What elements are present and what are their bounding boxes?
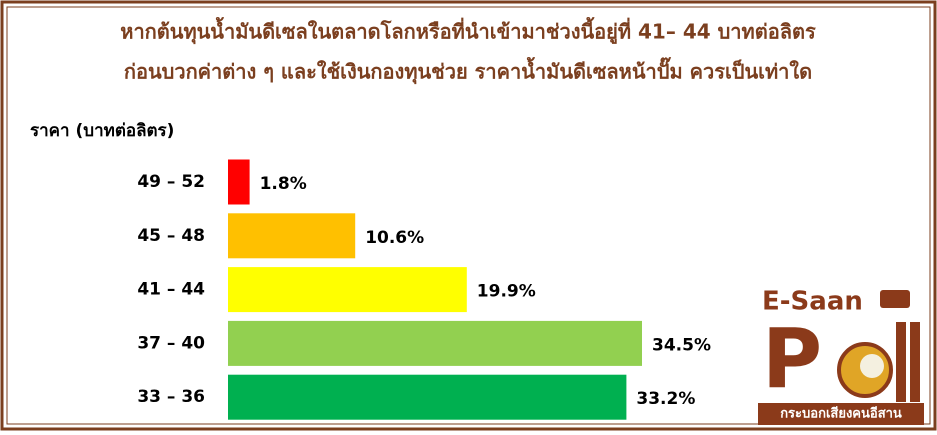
bar [228, 213, 356, 259]
logo-letter: P [762, 312, 822, 407]
logo-bar [910, 322, 920, 402]
category-label: 37 – 40 [137, 333, 205, 353]
value-label: 33.2% [636, 389, 695, 409]
bar [228, 320, 642, 366]
bar [228, 159, 250, 205]
category-label: 49 – 52 [137, 172, 205, 192]
chart-title: ก่อนบวกค่าต่าง ๆ และใช้เงินกองทุนช่วย รา… [124, 57, 812, 85]
logo-top: E-Saan [762, 287, 863, 317]
logo: E-Saan P กระบอกเสียงคนอีสาน [758, 287, 924, 425]
value-label: 1.8% [260, 174, 307, 194]
frame-inner [6, 6, 931, 425]
bar [228, 267, 467, 313]
logo-bar [896, 322, 906, 402]
value-label: 34.5% [652, 335, 711, 355]
logo-bubble [880, 290, 910, 308]
category-label: 41 – 44 [137, 280, 205, 300]
logo-circle-inner [860, 354, 884, 378]
logo-caption: กระบอกเสียงคนอีสาน [780, 406, 902, 422]
axis-label: ราคา (บาทต่อลิตร) [30, 121, 174, 141]
bar [228, 374, 627, 420]
value-label: 19.9% [477, 282, 536, 302]
category-label: 33 – 36 [137, 387, 205, 407]
chart-title: หากต้นทุนน้ำมันดีเซลในตลาดโลกหรือที่นำเข… [120, 17, 816, 46]
logo-caption-box [758, 403, 924, 425]
category-label: 45 – 48 [137, 226, 205, 246]
value-label: 10.6% [365, 228, 424, 248]
